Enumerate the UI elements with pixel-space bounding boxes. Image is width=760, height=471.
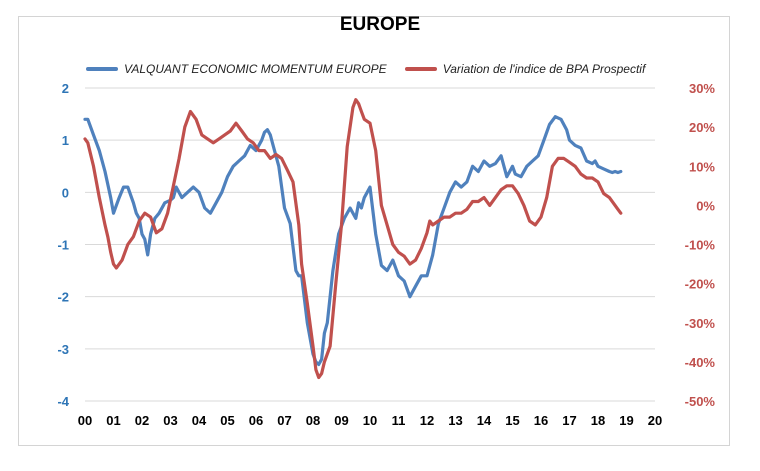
series-line-momentum	[83, 115, 623, 367]
left-tick-label: 1	[62, 133, 69, 148]
left-tick-label: -4	[57, 394, 69, 409]
legend-item-momentum: VALQUANT ECONOMIC MOMENTUM EUROPE	[86, 62, 387, 76]
right-tick-label: 20%	[689, 120, 715, 135]
left-axis: 2 1 0 -1 -2 -3 -4	[57, 81, 69, 409]
legend-label-momentum: VALQUANT ECONOMIC MOMENTUM EUROPE	[124, 62, 387, 76]
x-tick-label: 14	[477, 413, 492, 428]
x-tick-label: 20	[648, 413, 662, 428]
x-tick-label: 01	[106, 413, 120, 428]
legend-label-bpa: Variation de l'indice de BPA Prospectif	[442, 62, 646, 76]
x-tick-label: 12	[420, 413, 434, 428]
right-tick-label: -30%	[685, 316, 716, 331]
x-tick-label: 19	[619, 413, 633, 428]
right-axis: 30% 20% 10% 0% -10% -20% -30% -40% -50%	[685, 81, 716, 409]
x-tick-label: 07	[277, 413, 291, 428]
left-tick-label: -1	[57, 238, 69, 253]
series-line-bpa	[83, 98, 623, 380]
left-tick-label: -2	[57, 290, 69, 305]
right-tick-label: -40%	[685, 355, 716, 370]
right-tick-label: 30%	[689, 81, 715, 96]
x-tick-label: 17	[562, 413, 576, 428]
x-tick-label: 00	[78, 413, 92, 428]
x-tick-label: 08	[306, 413, 320, 428]
right-tick-label: -10%	[685, 238, 716, 253]
right-tick-label: -20%	[685, 277, 716, 292]
right-tick-label: 0%	[696, 198, 715, 213]
chart-title: EUROPE	[339, 14, 421, 35]
x-tick-label: 18	[591, 413, 605, 428]
x-tick-label: 06	[249, 413, 263, 428]
x-tick-label: 05	[220, 413, 234, 428]
legend-swatch-bpa	[404, 67, 437, 71]
legend-swatch-momentum	[86, 67, 118, 71]
left-tick-label: 0	[62, 185, 69, 200]
right-tick-label: -50%	[685, 394, 716, 409]
legend-item-bpa: Variation de l'indice de BPA Prospectif	[404, 62, 646, 76]
x-tick-label: 03	[163, 413, 177, 428]
x-tick-label: 09	[334, 413, 348, 428]
left-tick-label: -3	[57, 342, 69, 357]
chart-legend: VALQUANT ECONOMIC MOMENTUM EUROPE Variat…	[86, 62, 663, 76]
right-tick-label: 10%	[689, 159, 715, 174]
x-tick-label: 13	[448, 413, 462, 428]
series-group	[83, 98, 623, 380]
x-tick-label: 11	[392, 413, 406, 428]
x-tick-label: 16	[534, 413, 548, 428]
x-tick-label: 15	[505, 413, 519, 428]
x-tick-label: 04	[192, 413, 207, 428]
x-axis: 00 01 02 03 04 05 06 07 08 09 10 11 12 13 14 15 16 17 18 19…	[78, 413, 662, 428]
x-tick-label: 02	[135, 413, 149, 428]
x-tick-label: 10	[363, 413, 377, 428]
left-tick-label: 2	[62, 81, 69, 96]
